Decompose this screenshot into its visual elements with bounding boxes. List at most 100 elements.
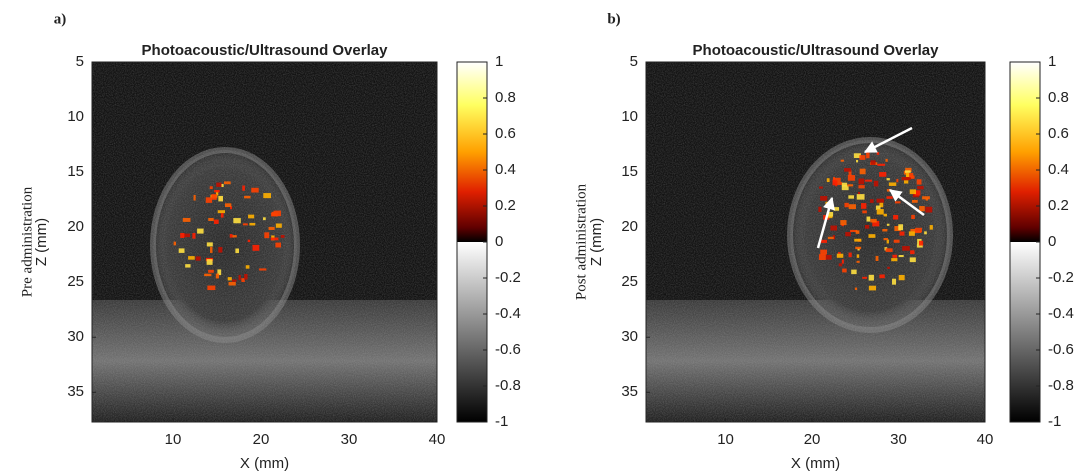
pa-signal (837, 254, 844, 258)
pa-signal (862, 210, 867, 213)
pa-signal (909, 231, 915, 235)
pa-signal (869, 286, 876, 291)
pa-signal (860, 169, 866, 175)
pa-signal (244, 196, 251, 199)
pa-signal (248, 215, 254, 219)
pa-signal (259, 268, 266, 270)
pa-signal (844, 168, 851, 172)
pa-signal (826, 255, 832, 260)
pa-signal (842, 259, 844, 263)
pa-signal (194, 195, 196, 201)
pa-signal (917, 179, 922, 184)
pa-signal (221, 184, 223, 187)
colorbar-tick-label: -0.4 (1048, 305, 1074, 322)
pa-signal (249, 223, 255, 226)
pa-signal (225, 203, 231, 207)
pa-signal (210, 186, 213, 189)
pa-signal (861, 203, 866, 209)
pa-signal (844, 203, 848, 207)
pa-signal (179, 248, 185, 253)
pa-signal (849, 204, 856, 209)
pa-signal (885, 159, 887, 162)
pa-signal (867, 217, 871, 222)
pa-signal (218, 196, 223, 201)
pa-signal (207, 259, 213, 265)
pa-signal (857, 254, 859, 257)
pa-signal (206, 197, 212, 203)
pa-signal (876, 256, 879, 261)
pa-signal (902, 246, 910, 251)
colorbar-tick-label: 0 (495, 233, 503, 250)
pa-signal (180, 233, 184, 238)
pa-signal (842, 269, 847, 273)
pa-signal (856, 230, 860, 233)
pa-signal (854, 239, 861, 242)
pa-signal (188, 256, 195, 260)
pa-signal (858, 185, 864, 188)
pa-signal (912, 200, 918, 203)
pa-signal (895, 201, 901, 203)
pa-signal (275, 243, 281, 248)
pa-signal (248, 240, 250, 242)
pa-signal (263, 217, 266, 220)
pa-signal (281, 235, 285, 238)
pa-signal (229, 282, 236, 286)
pa-signal (870, 219, 876, 223)
pa-signal (848, 175, 855, 181)
plot-title: Photoacoustic/Ultrasound Overlay (693, 42, 940, 59)
pa-signal (269, 227, 275, 230)
pa-signal (905, 170, 911, 172)
pa-signal (910, 257, 916, 262)
pa-signal (865, 180, 872, 182)
pa-signal (239, 275, 241, 280)
pa-signal (922, 196, 930, 199)
x-axis-label: X (mm) (791, 455, 840, 472)
pa-signal (899, 275, 905, 280)
pa-signal (820, 250, 827, 255)
pa-signal (276, 223, 282, 227)
pa-signal (233, 218, 240, 223)
pa-signal (214, 190, 220, 192)
pa-signal (210, 247, 212, 253)
plot-title: Photoacoustic/Ultrasound Overlay (142, 42, 389, 59)
x-tick-label: 30 (341, 431, 358, 448)
pa-signal (884, 214, 887, 217)
pa-signal (185, 264, 190, 267)
colorbar-tick-label: 0.2 (1048, 197, 1069, 214)
colorbar-tick-label: 0.4 (495, 161, 516, 178)
pa-signal (859, 155, 865, 160)
y-axis-label: Z (mm) (588, 218, 605, 266)
x-tick-label: 40 (429, 431, 446, 448)
colorbar-tick-label: -0.6 (1048, 341, 1074, 358)
pa-signal (207, 242, 213, 246)
x-tick-label: 20 (804, 431, 821, 448)
pa-signal (244, 274, 247, 280)
colorbar-tick-label: -0.2 (495, 269, 521, 286)
pa-signal (230, 234, 233, 238)
pa-signal (841, 160, 844, 162)
y-tick-label: 25 (621, 273, 638, 290)
pa-signal (882, 229, 887, 231)
pa-signal (232, 235, 236, 237)
x-tick-label: 40 (977, 431, 994, 448)
pa-signal (879, 274, 884, 278)
colorbar-tick-label: 0.2 (495, 197, 516, 214)
pa-signal (910, 189, 916, 194)
colorbar-tick-label: -0.4 (495, 305, 521, 322)
pa-signal (848, 195, 854, 198)
colorbar-tick-label: -0.8 (495, 377, 521, 394)
colorbar-tick-label: 0.8 (1048, 89, 1069, 106)
pa-signal (835, 180, 837, 186)
pa-signal (887, 178, 890, 180)
pa-signal (868, 234, 875, 238)
pa-signal (221, 213, 224, 218)
pa-signal (887, 267, 890, 269)
colorbar-tick-label: -0.6 (495, 341, 521, 358)
pa-signal (899, 255, 904, 257)
pa-signal (858, 192, 860, 194)
pa-signal (839, 263, 842, 266)
pa-signal (911, 215, 915, 219)
pa-signal (891, 258, 897, 261)
pa-signal (243, 223, 248, 225)
pa-signal (930, 225, 933, 230)
